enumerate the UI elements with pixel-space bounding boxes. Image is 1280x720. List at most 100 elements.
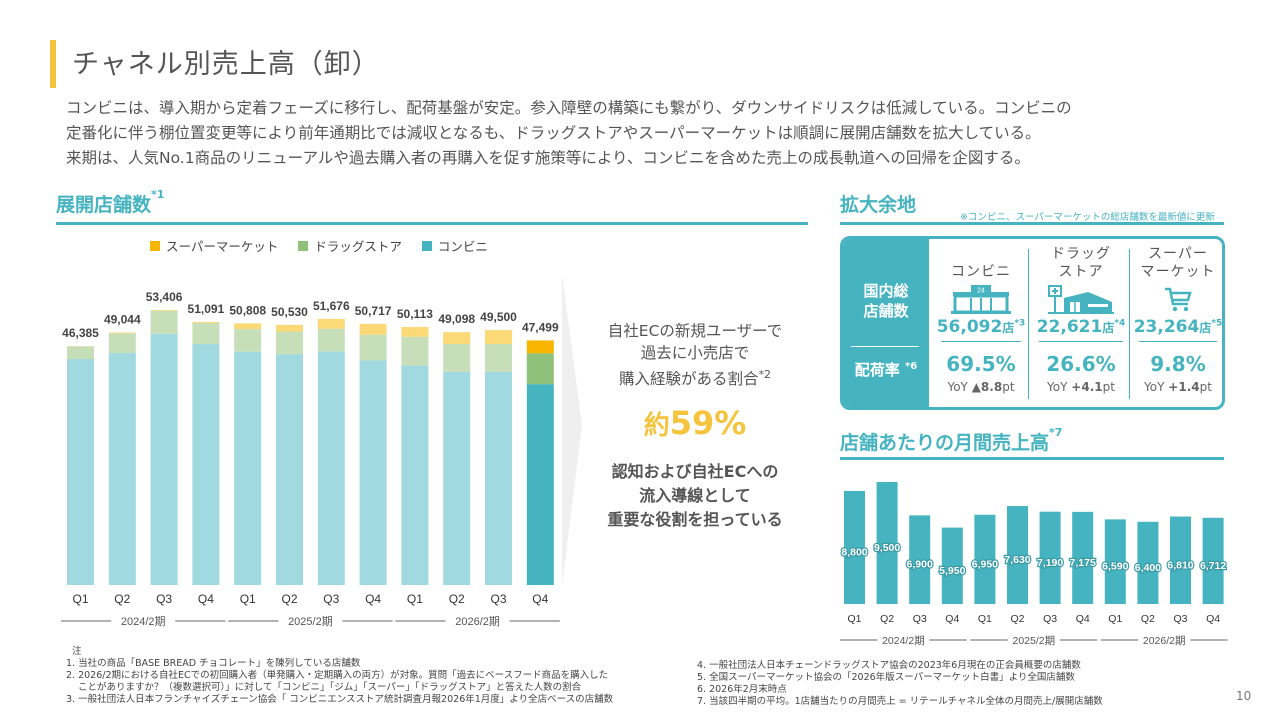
legend-swatch-drug bbox=[298, 240, 309, 251]
scope-column-supermarket: スーパー マーケット 23,264店*5 9.8% YoY +1.4pt bbox=[1132, 239, 1222, 407]
bar bbox=[1104, 519, 1126, 604]
x-tick-label: Q2 bbox=[880, 613, 894, 625]
x-tick-label: Q4 bbox=[945, 613, 959, 625]
x-tick-label: Q4 bbox=[365, 592, 381, 606]
bar bbox=[1170, 516, 1191, 604]
bar-segment-cvs bbox=[67, 359, 94, 585]
legend-item-cvs: コンビニ bbox=[421, 236, 488, 255]
bar-value-label: 6,900 bbox=[907, 559, 933, 571]
lead-line: コンビニは、導入期から定着フェーズに移行し、配荷基盤が安定。参入障壁の構築にも繋… bbox=[66, 99, 1072, 117]
bar-value-label: 7,630 bbox=[1004, 554, 1030, 566]
convenience-store-icon: 24 bbox=[933, 281, 1029, 317]
x-tick-label: Q1 bbox=[407, 592, 423, 606]
group-label: 2025/2期 bbox=[1012, 635, 1055, 647]
yoy-unit: pt bbox=[1199, 380, 1212, 394]
column-divider bbox=[1039, 341, 1123, 342]
bar-segment-supermarket bbox=[276, 324, 303, 332]
x-tick-label: Q4 bbox=[1076, 613, 1090, 625]
bar-segment-drugstore bbox=[150, 310, 178, 334]
bar-segment-drugstore bbox=[234, 329, 262, 352]
store-icon-24-text: 24 bbox=[977, 288, 985, 295]
question-line: 自社ECの新規ユーザーで bbox=[607, 322, 783, 340]
yoy-value: +1.4 bbox=[1168, 380, 1200, 394]
bar-total-label: 50,113 bbox=[397, 307, 433, 321]
bar bbox=[1072, 511, 1094, 604]
x-tick-label: Q1 bbox=[847, 613, 861, 625]
column-divider bbox=[940, 341, 1022, 342]
page-number: 10 bbox=[1236, 689, 1252, 703]
conclusion-line: 流入導線として bbox=[639, 486, 751, 506]
column-distribution-rate: 9.8% bbox=[1150, 352, 1206, 376]
bar-segment-drugstore bbox=[192, 322, 220, 345]
bar-value-label: 5,950 bbox=[939, 565, 965, 577]
x-tick-label: Q3 bbox=[490, 592, 506, 606]
bar-segment-supermarket bbox=[526, 340, 554, 354]
bar-total-label: 47,499 bbox=[522, 320, 559, 334]
footnotes-left: 注 1. 当社の商品「BASE BREAD チョコレート」を陳列している店舗数 … bbox=[66, 646, 613, 706]
bar-total-label: 50,717 bbox=[355, 304, 392, 318]
x-tick-label: Q1 bbox=[978, 613, 992, 625]
scope-table: 国内総 店舗数 配荷率 *6 コンビニ 24 56,092店*3 69.5% Y… bbox=[840, 236, 1225, 410]
ec-survey-question: 自社ECの新規ユーザーで 過去に小売店で 購入経験がある割合*2 bbox=[575, 320, 815, 390]
x-tick-label: Q2 bbox=[1141, 613, 1155, 625]
value-prefix: 約 bbox=[643, 411, 670, 442]
bar-segment-supermarket bbox=[443, 332, 471, 345]
bar-segment-supermarket bbox=[150, 310, 178, 311]
bar-segment-supermarket bbox=[192, 321, 220, 323]
bar-segment-drugstore bbox=[276, 331, 303, 355]
column-separator bbox=[1129, 249, 1130, 399]
bar-value-label: 8,800 bbox=[841, 546, 867, 558]
column-name: スーパー マーケット bbox=[1132, 239, 1222, 281]
bar-total-label: 51,091 bbox=[188, 302, 225, 316]
bar-segment-drugstore bbox=[359, 334, 387, 361]
scope-column-drugstore: ドラッグ ストア 22,621店*4 26.6% YoY +4.1pt bbox=[1031, 239, 1131, 407]
shopping-cart-icon bbox=[1132, 281, 1222, 317]
question-line-text: 購入経験がある割合 bbox=[618, 370, 759, 389]
bar bbox=[909, 515, 931, 604]
bar-value-label: 7,175 bbox=[1070, 557, 1096, 569]
row-label-line: 国内総 bbox=[863, 282, 909, 300]
monthly-title-text: 店舗あたりの月間売上高 bbox=[840, 432, 1050, 454]
bar-segment-cvs bbox=[317, 351, 345, 585]
bar-segment-drugstore bbox=[526, 353, 554, 385]
row-label-divider bbox=[851, 346, 919, 347]
bar-total-label: 51,676 bbox=[313, 299, 350, 313]
bar-value-label: 6,712 bbox=[1200, 560, 1226, 572]
bar-segment-drugstore bbox=[443, 344, 471, 372]
bar-value-label: 6,590 bbox=[1102, 561, 1128, 573]
group-label: 2024/2期 bbox=[121, 615, 166, 628]
x-tick-label: Q2 bbox=[1010, 613, 1024, 625]
column-name-text: コンビニ bbox=[951, 264, 1011, 280]
count-value: 22,621 bbox=[1036, 317, 1103, 337]
stores-chart: 46,385 Q1 49,044 Q2 53,406 Q3 51,091 Q4 50,808 Q1… bbox=[61, 290, 560, 628]
footnotes-right: 4. 一般社団法人日本チェーンドラッグストア協会の2023年6月現在の正会員概要… bbox=[697, 660, 1103, 708]
legend-label-super: スーパーマーケット bbox=[166, 239, 279, 254]
question-line: 購入経験がある割合*2 bbox=[575, 364, 815, 390]
group-label: 2026/2期 bbox=[1143, 635, 1186, 647]
bar-segment-drugstore bbox=[485, 344, 512, 372]
x-tick-label: Q2 bbox=[114, 592, 130, 606]
scope-row-labels: 国内総 店舗数 配荷率 *6 bbox=[843, 239, 929, 407]
column-distribution-rate: 26.6% bbox=[1046, 352, 1116, 376]
bar-segment-cvs bbox=[443, 371, 471, 585]
bar bbox=[1039, 511, 1061, 604]
row-label-text: 配荷率 bbox=[854, 361, 900, 379]
bar-segment-drugstore bbox=[401, 336, 429, 366]
bar-value-label: 6,400 bbox=[1135, 562, 1161, 574]
x-tick-label: Q1 bbox=[240, 592, 256, 606]
scope-section-title: 拡大余地 bbox=[840, 190, 916, 217]
bar-value-label: 6,950 bbox=[972, 558, 998, 570]
count-unit: 店 bbox=[1199, 321, 1212, 335]
x-tick-label: Q4 bbox=[198, 592, 214, 606]
x-tick-label: Q3 bbox=[323, 592, 339, 606]
x-tick-label: Q2 bbox=[449, 592, 465, 606]
bar-total-label: 49,044 bbox=[104, 312, 141, 326]
bar-segment-drugstore bbox=[108, 333, 136, 354]
monthly-chart: 8,800 Q1 9,500 Q2 6,900 Q3 5,950 Q4 6,950 Q1 7,630… bbox=[840, 482, 1228, 647]
bar-total-label: 49,500 bbox=[480, 310, 517, 324]
count-note-mark: *3 bbox=[1014, 318, 1026, 329]
bar-segment-cvs bbox=[485, 371, 512, 585]
lead-paragraph: コンビニは、導入期から定着フェーズに移行し、配荷基盤が安定。参入障壁の構築にも繋… bbox=[66, 96, 1246, 171]
column-separator bbox=[1028, 249, 1029, 399]
footnote: 4. 一般社団法人日本チェーンドラッグストア協会の2023年6月現在の正会員概要… bbox=[697, 660, 1081, 671]
